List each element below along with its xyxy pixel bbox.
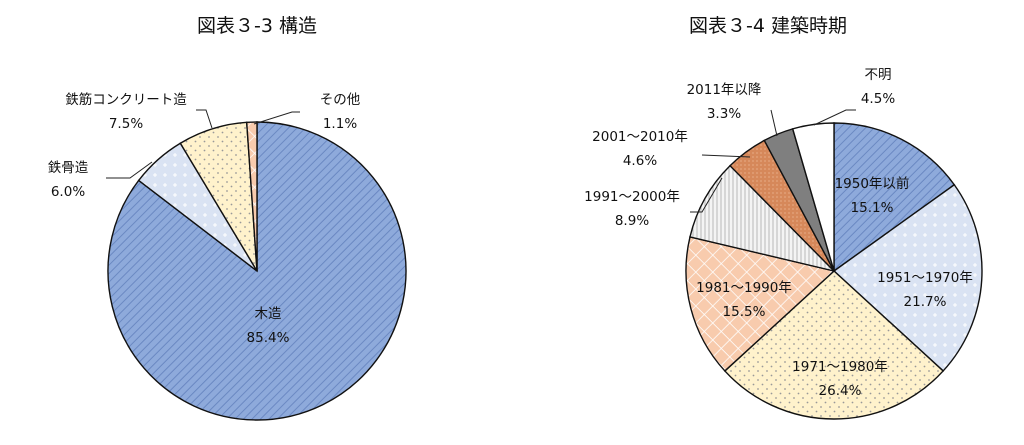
slice-label: 1981～1990年 xyxy=(696,280,792,296)
slice-value-label: 15.5% xyxy=(723,304,766,320)
pie-slice xyxy=(833,122,956,273)
slice-label: 1951～1970年 xyxy=(877,270,973,286)
slice-label: 1971～1980年 xyxy=(792,359,888,375)
slice-value-label: 4.5% xyxy=(861,91,895,107)
slice-value-label: 26.4% xyxy=(819,383,862,399)
slice-label: 1991～2000年 xyxy=(584,189,680,205)
slice-label: 2011年以降 xyxy=(687,82,762,98)
slice-value-label: 6.0% xyxy=(51,184,85,200)
slice-value-label: 1.1% xyxy=(323,116,357,132)
slice-label: 木造 xyxy=(255,306,282,322)
pie-slice xyxy=(723,270,945,420)
slice-value-label: 8.9% xyxy=(615,213,649,229)
pie-slice xyxy=(791,122,835,272)
slice-label: 2001～2010年 xyxy=(592,129,688,145)
slice-value-label: 85.4% xyxy=(247,330,290,346)
chart-title-construction-period: 図表３-4 建築時期 xyxy=(689,15,847,37)
leader-lines xyxy=(106,109,856,213)
slice-label: 鉄筋コンクリート造 xyxy=(65,91,187,108)
chart-title-structure: 図表３-3 構造 xyxy=(197,15,317,37)
pie-slice xyxy=(685,236,836,372)
slice-value-label: 21.7% xyxy=(904,294,947,310)
slice-label: 1950年以前 xyxy=(835,175,910,192)
pie-slice xyxy=(245,121,258,272)
slice-label: 鉄骨造 xyxy=(48,160,89,176)
pie-slice xyxy=(689,164,837,273)
slice-value-label: 7.5% xyxy=(109,116,143,132)
slice-value-label: 15.1% xyxy=(851,200,894,216)
slice-label: 不明 xyxy=(865,67,892,83)
slice-value-label: 4.6% xyxy=(623,153,657,169)
pie-slice xyxy=(832,183,983,372)
slice-label: その他 xyxy=(320,92,361,108)
slice-value-label: 3.3% xyxy=(707,106,741,122)
